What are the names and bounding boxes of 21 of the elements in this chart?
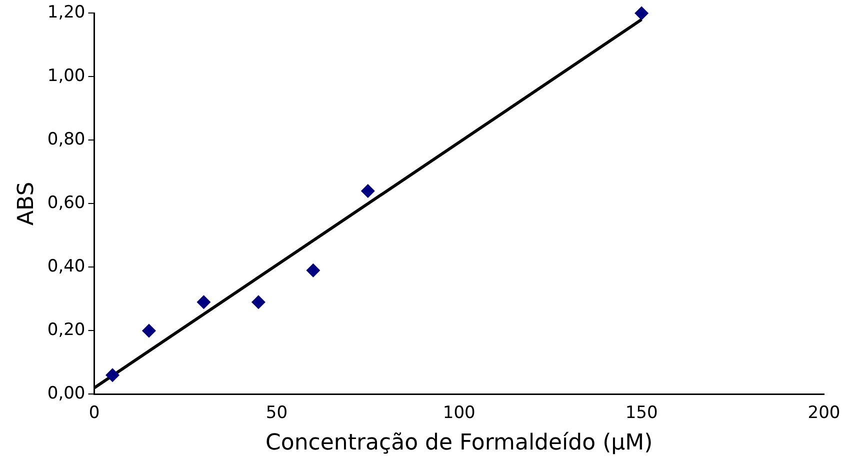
point <box>196 295 211 310</box>
y-tick-label: 0,80 <box>47 130 86 150</box>
x-axis-title: Concentração de Formaldeído (µM) <box>266 430 653 456</box>
y-tick-label: 1,00 <box>47 66 86 86</box>
y-tick-label: 0,60 <box>47 193 86 214</box>
point <box>306 263 320 278</box>
x-tick-label: 200 <box>808 402 840 423</box>
x-tick-label: 150 <box>625 402 658 423</box>
point <box>142 324 156 338</box>
y-tick-label: 0,40 <box>47 256 86 277</box>
x-tick-label: 100 <box>442 402 476 423</box>
x-tick-label: 50 <box>266 402 288 423</box>
y-tick-label: 1,20 <box>47 2 86 23</box>
y-tick-label: 0,20 <box>47 320 86 340</box>
point <box>105 368 120 382</box>
y-tick-label: 0,00 <box>47 384 86 404</box>
x-tick-label: 0 <box>88 402 100 423</box>
point <box>360 184 375 198</box>
point <box>251 295 266 310</box>
point <box>634 6 649 20</box>
y-axis-title: ABS <box>14 182 39 226</box>
